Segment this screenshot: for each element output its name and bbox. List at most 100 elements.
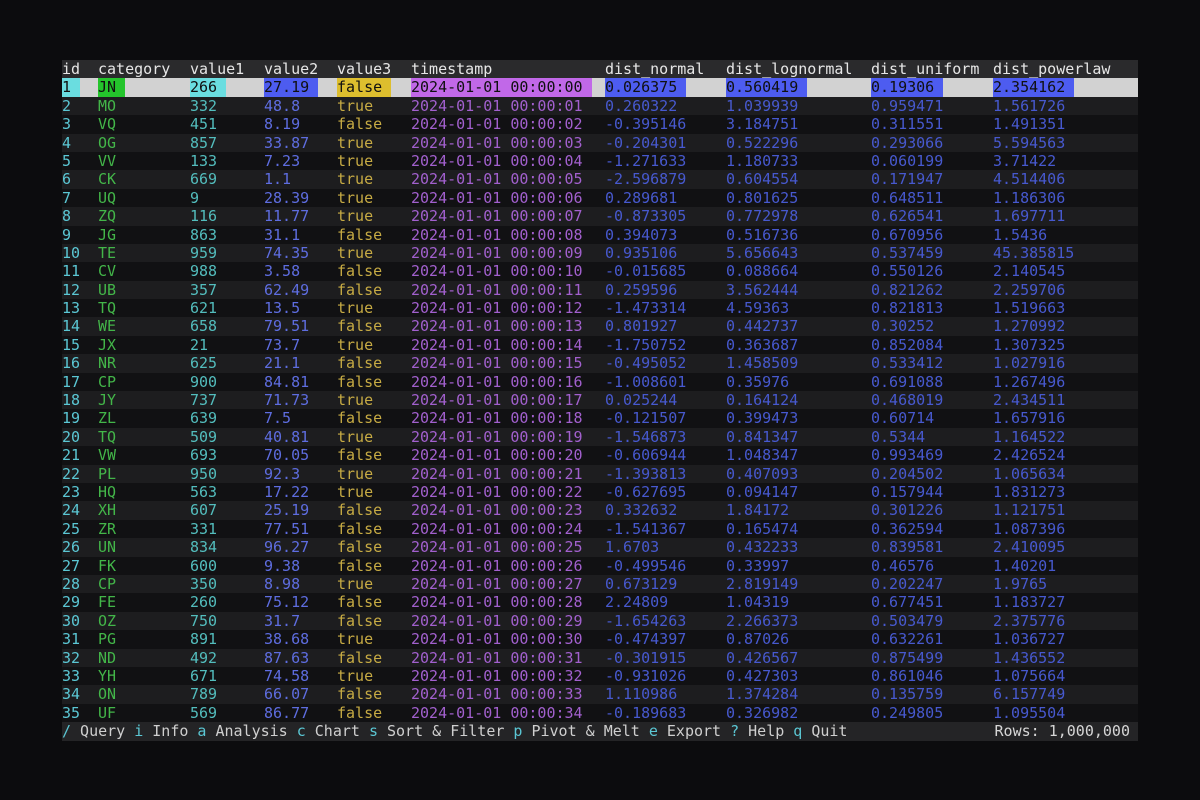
- column-header-dist_uniform: dist_uniform: [871, 60, 980, 78]
- cell-value2: 8.98: [264, 574, 301, 593]
- table-row[interactable]: 4 OG 857 33.87 true 2024-01-01 00:00:03 -0.204…: [62, 133, 1138, 152]
- cell-dist_powerlaw: 1.307325: [993, 335, 1066, 354]
- cell-timestamp: 2024-01-01 00:00:15: [411, 354, 583, 373]
- cell-value2: 86.77: [264, 703, 310, 722]
- cell-timestamp: 2024-01-01 00:00:25: [411, 538, 583, 557]
- table-row[interactable]: 2 MO 332 48.8 true 2024-01-01 00:00:01 0.26032…: [62, 96, 1138, 116]
- shortcut-label: Analysis: [206, 722, 288, 741]
- table-row[interactable]: 21 VW 693 70.05 false 2024-01-01 00:00:20 -0.6…: [62, 446, 1138, 465]
- cell-dist_uniform: 0.537459: [871, 243, 944, 262]
- table-row[interactable]: 12 UB 357 62.49 false 2024-01-01 00:00:11 0.25…: [62, 280, 1138, 300]
- table-row[interactable]: 20 TQ 509 40.81 true 2024-01-01 00:00:19 -1.54…: [62, 427, 1138, 447]
- cell-value2: 3.58: [264, 262, 301, 281]
- data-table-app: id category value1 value2 value3 timestamp dis…: [62, 60, 1138, 742]
- table-row[interactable]: 25 ZR 331 77.51 false 2024-01-01 00:00:24 -1.5…: [62, 519, 1138, 539]
- cell-value2: 62.49: [264, 280, 310, 299]
- table-row[interactable]: 3 VQ 451 8.19 false 2024-01-01 00:00:02 -0.395…: [62, 115, 1138, 134]
- table-row[interactable]: 10 TE 959 74.35 true 2024-01-01 00:00:09 0.935…: [62, 243, 1138, 263]
- table-row[interactable]: 11 CV 988 3.58 false 2024-01-01 00:00:10 -0.01…: [62, 262, 1138, 281]
- cell-dist_powerlaw: 1.121751: [993, 501, 1066, 520]
- cell-dist_normal: 0.289681: [605, 188, 678, 207]
- cell-dist_normal: -0.495052: [605, 354, 687, 373]
- cell-value1: 509: [190, 427, 218, 446]
- table-row[interactable]: 14 WE 658 79.51 false 2024-01-01 00:00:13 0.80…: [62, 317, 1138, 336]
- table-row[interactable]: 28 CP 350 8.98 true 2024-01-01 00:00:27 0.6731…: [62, 574, 1138, 594]
- cell-dist_normal: -0.627695: [605, 482, 687, 501]
- cell-value1: 350: [190, 574, 218, 593]
- cell-dist_uniform: 0.648511: [871, 188, 944, 207]
- cell-timestamp: 2024-01-01 00:00:34: [411, 703, 583, 722]
- shortcut-pivot-melt[interactable]: p Pivot & Melt: [513, 722, 639, 740]
- cell-value1: 260: [190, 593, 218, 612]
- shortcut-chart[interactable]: c Chart: [297, 722, 360, 740]
- table-row[interactable]: 9 JG 863 31.1 false 2024-01-01 00:00:08 0.3940…: [62, 225, 1138, 244]
- table-row[interactable]: 22 PL 950 92.3 true 2024-01-01 00:00:21 -1.393…: [62, 464, 1138, 483]
- cell-category: CK: [98, 170, 117, 189]
- table-row[interactable]: 35 UF 569 86.77 false 2024-01-01 00:00:34 -0.1…: [62, 703, 1138, 723]
- table-row[interactable]: 16 NR 625 21.1 false 2024-01-01 00:00:15 -0.49…: [62, 354, 1138, 373]
- cell-dist_uniform: 0.204502: [871, 464, 944, 483]
- cell-value3: true: [337, 482, 374, 501]
- cell-id: 28: [62, 574, 81, 593]
- cell-dist_normal: -0.395146: [605, 115, 687, 134]
- cell-value3: false: [337, 317, 383, 336]
- cell-dist_lognormal: 0.560419: [726, 78, 871, 97]
- shortcut-sort-filter[interactable]: s Sort & Filter: [369, 722, 504, 740]
- table-row[interactable]: 13 TQ 621 13.5 true 2024-01-01 00:00:12 -1.473…: [62, 299, 1138, 318]
- table-row[interactable]: 24 XH 607 25.19 false 2024-01-01 00:00:23 0.33…: [62, 501, 1138, 520]
- table-body: 1 JN 266 27.19 false 2024-01-01 00:00:00 0.026…: [62, 78, 1138, 723]
- cell-dist_powerlaw: 1.40201: [993, 556, 1057, 575]
- cell-dist_lognormal: 0.35976: [726, 372, 790, 391]
- cell-value1: 9: [190, 188, 200, 207]
- cell-dist_lognormal: 0.363687: [726, 335, 799, 354]
- table-row[interactable]: 23 HQ 563 17.22 true 2024-01-01 00:00:22 -0.62…: [62, 482, 1138, 502]
- shortcut-help[interactable]: ? Help: [730, 722, 784, 740]
- cell-dist_uniform: 0.503479: [871, 611, 944, 630]
- cell-value3: false: [337, 354, 383, 373]
- table-row[interactable]: 6 CK 669 1.1 true 2024-01-01 00:00:05 -2.59687…: [62, 170, 1138, 189]
- cell-id: 7: [62, 188, 72, 207]
- table-row[interactable]: 17 CP 900 84.81 false 2024-01-01 00:00:16 -1.0…: [62, 372, 1138, 392]
- cell-dist_uniform: 0.821813: [871, 299, 944, 318]
- cell-dist_powerlaw: 1.186306: [993, 188, 1066, 207]
- table-row[interactable]: 7 UQ 9 28.39 true 2024-01-01 00:00:06 0.289681…: [62, 188, 1138, 208]
- table-row[interactable]: 34 ON 789 66.07 false 2024-01-01 00:00:33 1.11…: [62, 685, 1138, 704]
- cell-id: 19: [62, 409, 81, 428]
- cell-dist_powerlaw: 1.657916: [993, 409, 1066, 428]
- table-row[interactable]: 27 FK 600 9.38 false 2024-01-01 00:00:26 -0.49…: [62, 556, 1138, 575]
- table-row[interactable]: 1 JN 266 27.19 false 2024-01-01 00:00:00 0.026…: [62, 78, 1138, 97]
- table-row[interactable]: 26 UN 834 96.27 false 2024-01-01 00:00:25 1.67…: [62, 538, 1138, 557]
- table-row[interactable]: 15 JX 21 73.7 true 2024-01-01 00:00:14 -1.7507…: [62, 335, 1138, 355]
- cell-value2: 48.8: [264, 96, 301, 115]
- table-row[interactable]: 30 OZ 750 31.7 false 2024-01-01 00:00:29 -1.65…: [62, 611, 1138, 631]
- table-row[interactable]: 32 ND 492 87.63 false 2024-01-01 00:00:31 -0.3…: [62, 648, 1138, 667]
- shortcut-info[interactable]: i Info: [134, 722, 188, 740]
- shortcut-analysis[interactable]: a Analysis: [197, 722, 287, 740]
- table-row[interactable]: 8 ZQ 116 11.77 true 2024-01-01 00:00:07 -0.873…: [62, 207, 1138, 226]
- shortcut-query[interactable]: / Query: [62, 722, 125, 740]
- cell-id: 21: [62, 446, 81, 465]
- cell-category: MO: [98, 96, 117, 115]
- cell-id: 2: [62, 96, 72, 115]
- table-row[interactable]: 19 ZL 639 7.5 false 2024-01-01 00:00:18 -0.121…: [62, 409, 1138, 428]
- shortcut-export[interactable]: e Export: [649, 722, 721, 740]
- table-row[interactable]: 29 FE 260 75.12 false 2024-01-01 00:00:28 2.24…: [62, 593, 1138, 612]
- cell-value1: 331: [190, 519, 218, 538]
- cell-value1: 563: [190, 482, 218, 501]
- cell-dist_uniform: 0.632261: [871, 630, 944, 649]
- table-row[interactable]: 31 PG 891 38.68 true 2024-01-01 00:00:30 -0.47…: [62, 630, 1138, 649]
- shortcut-label: Chart: [305, 722, 360, 741]
- cell-dist_lognormal: 2.266373: [726, 611, 799, 630]
- table-row[interactable]: 33 YH 671 74.58 true 2024-01-01 00:00:32 -0.93…: [62, 666, 1138, 686]
- cell-value3: true: [337, 188, 374, 207]
- cell-timestamp: 2024-01-01 00:00:31: [411, 648, 583, 667]
- shortcut-quit[interactable]: q Quit: [793, 722, 847, 740]
- table-row[interactable]: 18 JY 737 71.73 true 2024-01-01 00:00:17 0.025…: [62, 391, 1138, 410]
- cell-value2: 8.19: [264, 115, 301, 134]
- cell-value3: false: [337, 538, 383, 557]
- cell-value3: true: [337, 630, 374, 649]
- table-row[interactable]: 5 VV 133 7.23 true 2024-01-01 00:00:04 -1.2716…: [62, 151, 1138, 171]
- cell-dist_normal: -1.473314: [605, 299, 687, 318]
- cell-value1: 900: [190, 372, 218, 391]
- cell-category: JG: [98, 225, 117, 244]
